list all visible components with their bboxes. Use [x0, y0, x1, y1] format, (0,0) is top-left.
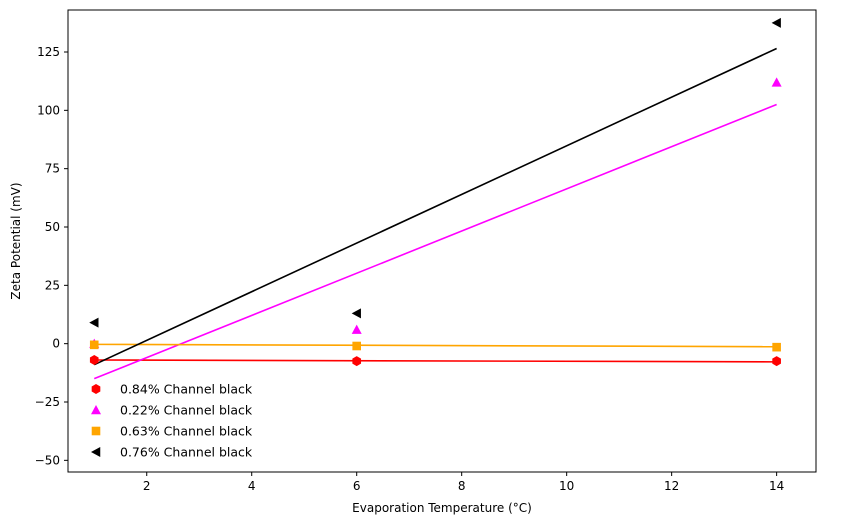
x-tick-label: 14 [769, 479, 784, 493]
data-point-series-4 [771, 17, 781, 28]
fit-line-series-2 [93, 103, 777, 380]
x-tick-label: 10 [559, 479, 574, 493]
y-tick-label: 0 [52, 337, 60, 351]
y-tick-label: 125 [37, 45, 60, 59]
data-point-series-3 [772, 342, 781, 352]
data-point-series-4 [351, 308, 361, 319]
plot-area [67, 9, 817, 473]
legend-marker-series-2 [91, 405, 101, 415]
x-tick-label: 4 [248, 479, 256, 493]
y-axis-label: Zeta Potential (mV) [9, 182, 23, 299]
data-point-series-3 [352, 341, 362, 351]
y-tick-label: 100 [37, 103, 60, 117]
fit-line-series-4 [93, 47, 777, 366]
y-tick-label: −25 [35, 395, 60, 409]
data-point-series-3 [89, 340, 99, 350]
data-point-series-4 [89, 317, 99, 328]
y-tick-label: 25 [45, 278, 60, 292]
data-point-series-1 [89, 355, 99, 365]
fit-lines [93, 47, 777, 380]
fit-line-series-1 [94, 359, 777, 363]
y-tick-label: 50 [45, 220, 60, 234]
legend-marker-series-4 [91, 447, 101, 457]
legend-marker-series-1 [91, 384, 101, 394]
legend-label: 0.76% Channel black [120, 445, 253, 460]
legend: 0.84% Channel black 0.22% Channel black 0.… [91, 382, 253, 460]
legend-label: 0.84% Channel black [120, 382, 253, 397]
x-tick-label: 12 [664, 479, 679, 493]
y-tick-label: −50 [35, 453, 60, 467]
data-point-series-1 [352, 356, 362, 367]
x-tick-label: 8 [458, 479, 466, 493]
data-point-series-1 [772, 356, 781, 367]
data-markers [89, 17, 782, 367]
y-axis: −50 −25 0 25 50 75 100 125 [35, 45, 68, 467]
x-tick-label: 2 [143, 479, 151, 493]
legend-marker-series-3 [91, 426, 101, 436]
data-point-series-2 [771, 77, 782, 87]
fit-line-series-3 [94, 343, 777, 348]
x-tick-label: 6 [353, 479, 361, 493]
x-axis-label: Evaporation Temperature (°C) [352, 501, 532, 515]
data-point-series-2 [351, 324, 362, 334]
plot-frame [67, 9, 817, 473]
legend-label: 0.63% Channel black [120, 424, 253, 439]
legend-label: 0.22% Channel black [120, 403, 253, 418]
y-tick-label: 75 [45, 162, 60, 176]
x-axis: 2 4 6 8 10 12 14 [143, 472, 784, 493]
